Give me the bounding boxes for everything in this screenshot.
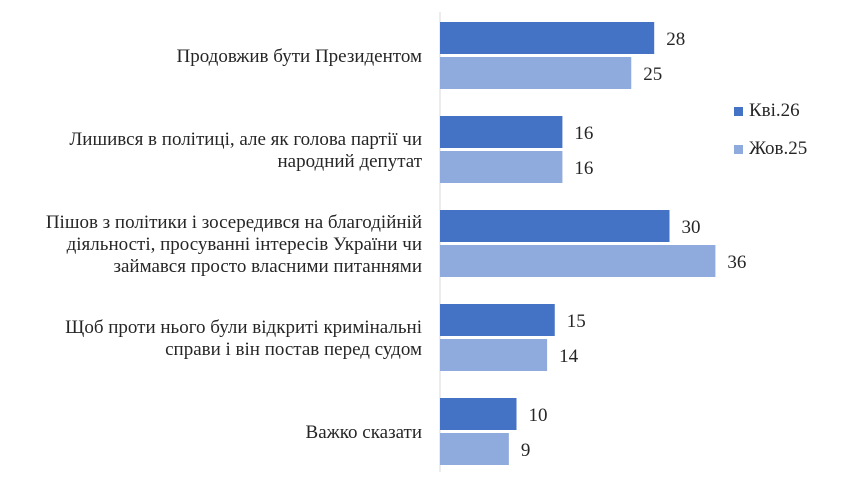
legend-item: Жов.25 [734,138,807,160]
data-label: 10 [529,405,548,426]
data-label: 28 [666,29,685,50]
data-label: 14 [559,346,579,367]
data-label: 16 [574,123,593,144]
legend-swatch [734,144,743,154]
bar [440,22,655,54]
data-label: 36 [727,252,746,273]
data-label: 9 [521,440,531,461]
bar [440,210,670,242]
data-label: 25 [643,64,662,85]
bar [440,398,517,430]
bar [440,339,548,371]
data-label: 30 [682,217,701,238]
category-label: Щоб проти нього були відкриті кримінальн… [65,317,422,360]
bar [440,57,632,89]
category-label: Продовжив бути Президентом [176,46,423,67]
data-label: 15 [567,311,586,332]
category-label: Лишився в політиці, але як голова партії… [69,129,422,172]
legend: Кві.26 Жов.25 [734,100,807,176]
bar [440,151,563,183]
legend-label: Жов.25 [749,138,808,159]
category-label: Важко сказати [305,422,422,443]
data-label: 16 [574,158,593,179]
legend-item: Кві.26 [734,100,807,122]
legend-swatch [734,106,743,116]
bar [440,304,555,336]
bar [440,433,509,465]
legend-label: Кві.26 [749,100,800,121]
bar [440,245,716,277]
bar [440,116,563,148]
category-label: Пішов з політики і зосередився на благод… [45,212,422,277]
